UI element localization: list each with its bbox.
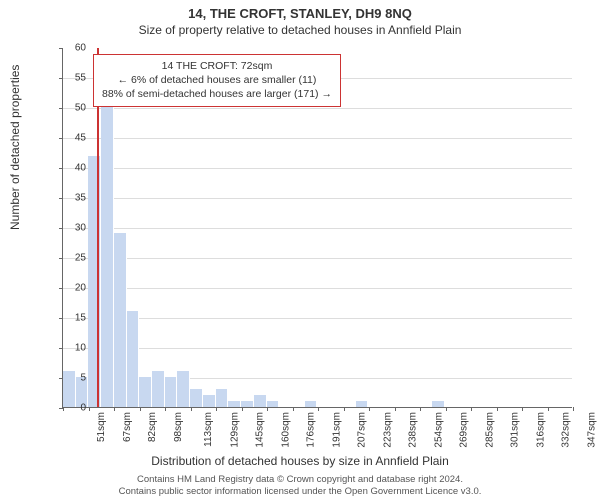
histogram-bar xyxy=(305,401,318,407)
x-tick-label: 51sqm xyxy=(96,412,107,442)
x-tick-label: 347sqm xyxy=(586,412,597,448)
x-tick-label: 129sqm xyxy=(229,412,240,448)
y-tick-label: 60 xyxy=(46,43,86,54)
chart-title-main: 14, THE CROFT, STANLEY, DH9 8NQ xyxy=(0,0,600,21)
x-tick-label: 98sqm xyxy=(173,412,184,442)
x-tick-label: 145sqm xyxy=(255,412,266,448)
info-box-line3: 88% of semi-detached houses are larger (… xyxy=(102,87,332,101)
x-tick-label: 176sqm xyxy=(306,412,317,448)
y-tick-label: 20 xyxy=(46,283,86,294)
chart-plot-area: 14 THE CROFT: 72sqm ← 6% of detached hou… xyxy=(62,48,572,408)
x-tick-label: 113sqm xyxy=(203,412,214,447)
x-tick-label: 316sqm xyxy=(535,412,546,448)
histogram-bar xyxy=(101,102,114,407)
y-tick-label: 5 xyxy=(46,373,86,384)
histogram-bar xyxy=(165,377,178,407)
y-axis-label: Number of detached properties xyxy=(8,65,22,230)
x-tick-label: 269sqm xyxy=(459,412,470,448)
y-tick-label: 40 xyxy=(46,163,86,174)
histogram-bar xyxy=(114,233,127,407)
y-tick-label: 0 xyxy=(46,403,86,414)
y-tick-label: 35 xyxy=(46,193,86,204)
x-tick-label: 332sqm xyxy=(561,412,572,448)
y-tick-label: 25 xyxy=(46,253,86,264)
x-tick-label: 254sqm xyxy=(433,412,444,448)
chart-title-sub: Size of property relative to detached ho… xyxy=(0,21,600,37)
x-tick-label: 191sqm xyxy=(331,412,342,448)
histogram-bar xyxy=(254,395,267,407)
histogram-bar xyxy=(139,377,152,407)
footer-line1: Contains HM Land Registry data © Crown c… xyxy=(0,474,600,486)
histogram-bar xyxy=(228,401,241,407)
histogram-bar xyxy=(203,395,216,407)
x-axis-label: Distribution of detached houses by size … xyxy=(0,454,600,468)
histogram-bar xyxy=(241,401,254,407)
histogram-bar xyxy=(152,371,165,407)
y-tick-label: 30 xyxy=(46,223,86,234)
chart-footer: Contains HM Land Registry data © Crown c… xyxy=(0,474,600,498)
x-tick-label: 238sqm xyxy=(408,412,419,448)
histogram-bar xyxy=(216,389,229,407)
y-tick-label: 45 xyxy=(46,133,86,144)
histogram-bar xyxy=(267,401,280,407)
x-tick-label: 223sqm xyxy=(382,412,393,448)
histogram-bar xyxy=(177,371,190,407)
histogram-bar xyxy=(190,389,203,407)
property-info-box: 14 THE CROFT: 72sqm ← 6% of detached hou… xyxy=(93,54,341,107)
info-box-line2: ← 6% of detached houses are smaller (11) xyxy=(102,73,332,87)
y-tick-label: 50 xyxy=(46,103,86,114)
y-tick-label: 55 xyxy=(46,73,86,84)
y-tick-label: 15 xyxy=(46,313,86,324)
x-tick-label: 82sqm xyxy=(147,412,158,442)
info-box-line1: 14 THE CROFT: 72sqm xyxy=(102,59,332,73)
histogram-bar xyxy=(127,311,140,407)
footer-line2: Contains public sector information licen… xyxy=(0,486,600,498)
x-tick-label: 67sqm xyxy=(122,412,133,442)
x-tick-label: 207sqm xyxy=(357,412,368,448)
x-tick-label: 160sqm xyxy=(280,412,291,448)
y-tick-label: 10 xyxy=(46,343,86,354)
histogram-bar xyxy=(432,401,445,407)
x-tick-label: 285sqm xyxy=(484,412,495,448)
histogram-bar xyxy=(356,401,369,407)
x-tick-label: 301sqm xyxy=(510,412,521,448)
